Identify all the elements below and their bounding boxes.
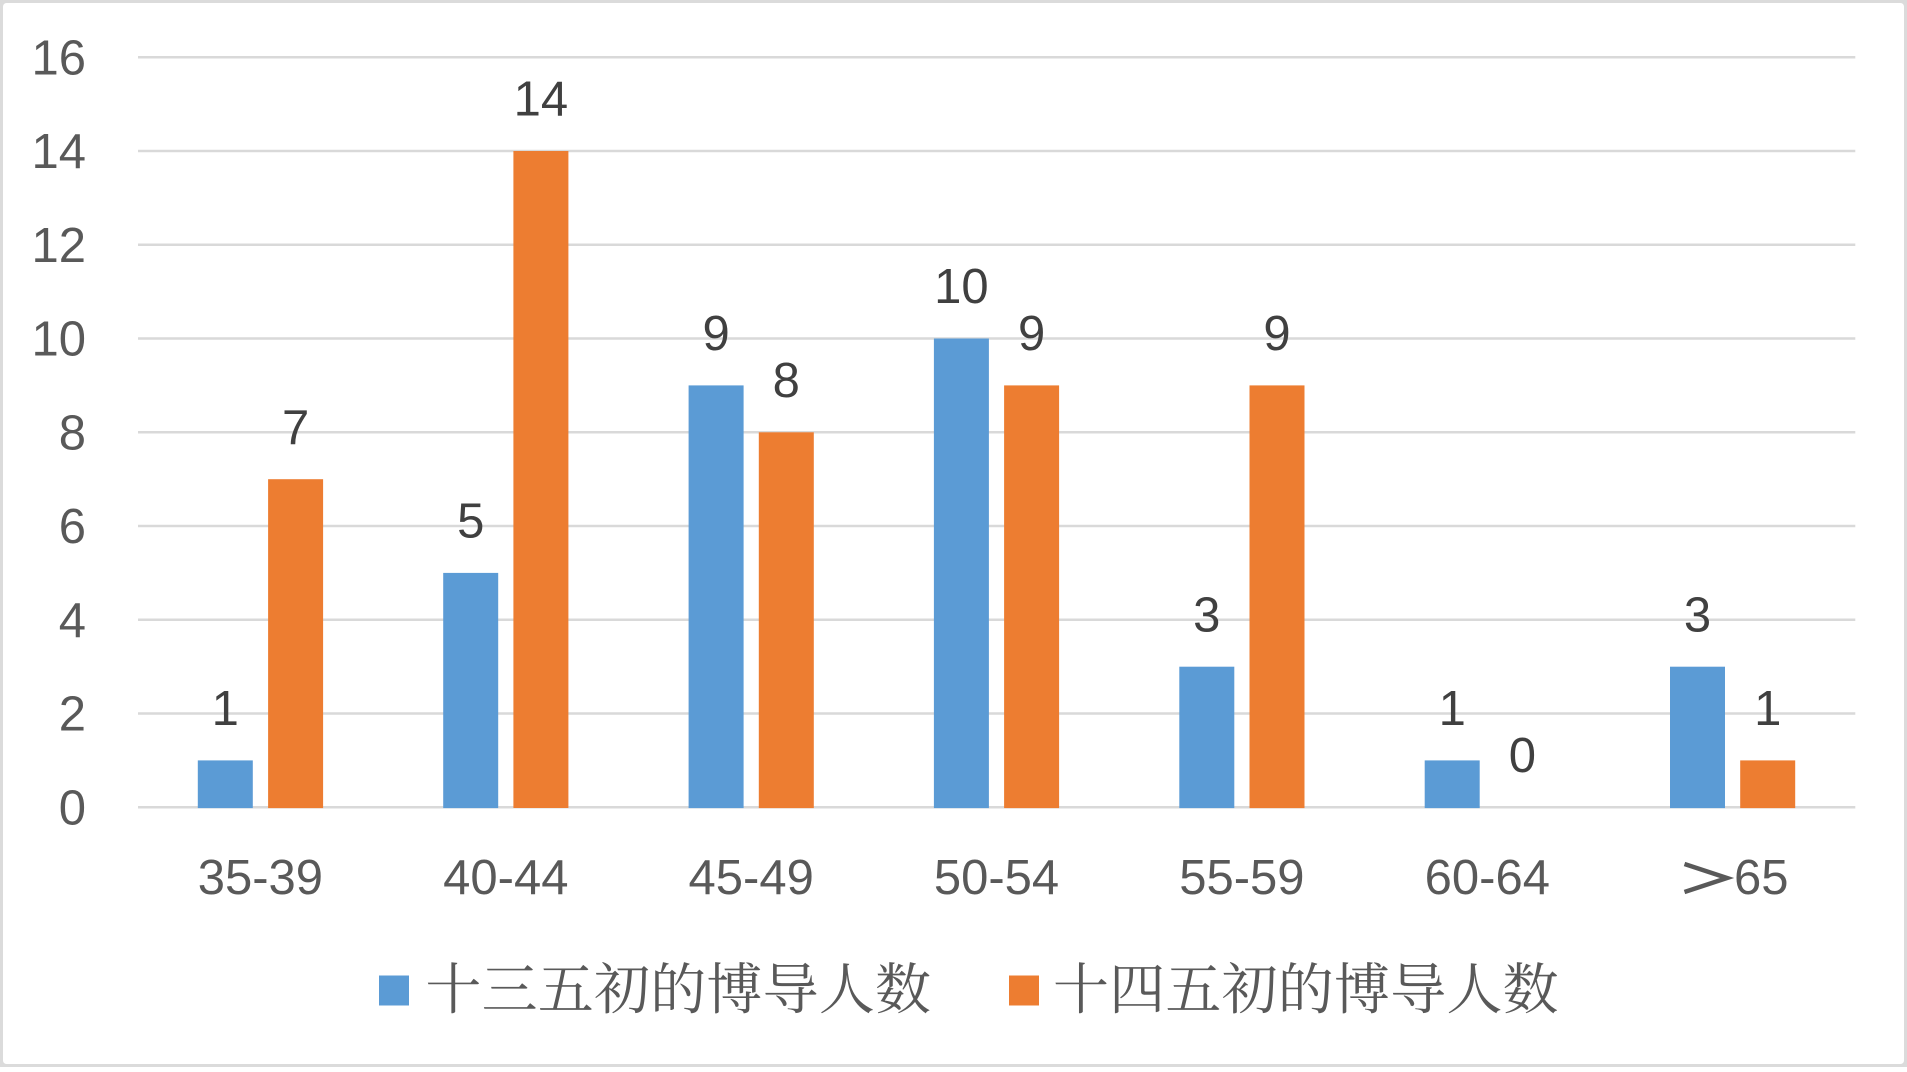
svg-text:65: 65 <box>1734 851 1789 905</box>
svg-text:0: 0 <box>59 781 86 835</box>
svg-text:7: 7 <box>282 401 309 455</box>
svg-text:9: 9 <box>702 307 729 361</box>
svg-text:4: 4 <box>59 594 86 648</box>
svg-text:60-64: 60-64 <box>1425 851 1550 905</box>
svg-text:55-59: 55-59 <box>1179 851 1304 905</box>
svg-text:1: 1 <box>212 682 239 736</box>
svg-text:14: 14 <box>514 73 569 127</box>
svg-text:50-54: 50-54 <box>934 851 1059 905</box>
svg-text:16: 16 <box>31 31 86 85</box>
svg-text:14: 14 <box>31 125 86 179</box>
svg-text:6: 6 <box>59 500 86 554</box>
svg-text:1: 1 <box>1439 682 1466 736</box>
svg-text:8: 8 <box>773 354 800 408</box>
svg-text:12: 12 <box>31 219 86 273</box>
svg-text:10: 10 <box>31 313 86 367</box>
svg-text:0: 0 <box>1509 729 1536 783</box>
svg-text:45-49: 45-49 <box>689 851 814 905</box>
svg-text:3: 3 <box>1684 588 1711 642</box>
svg-text:9: 9 <box>1263 307 1290 361</box>
svg-text:35-39: 35-39 <box>198 851 323 905</box>
svg-text:5: 5 <box>457 495 484 549</box>
svg-text:1: 1 <box>1754 682 1781 736</box>
svg-text:3: 3 <box>1193 588 1220 642</box>
svg-text:2: 2 <box>59 688 86 742</box>
svg-text:8: 8 <box>59 406 86 460</box>
svg-text:9: 9 <box>1018 307 1045 361</box>
svg-text:10: 10 <box>934 260 989 314</box>
svg-text:40-44: 40-44 <box>443 851 568 905</box>
